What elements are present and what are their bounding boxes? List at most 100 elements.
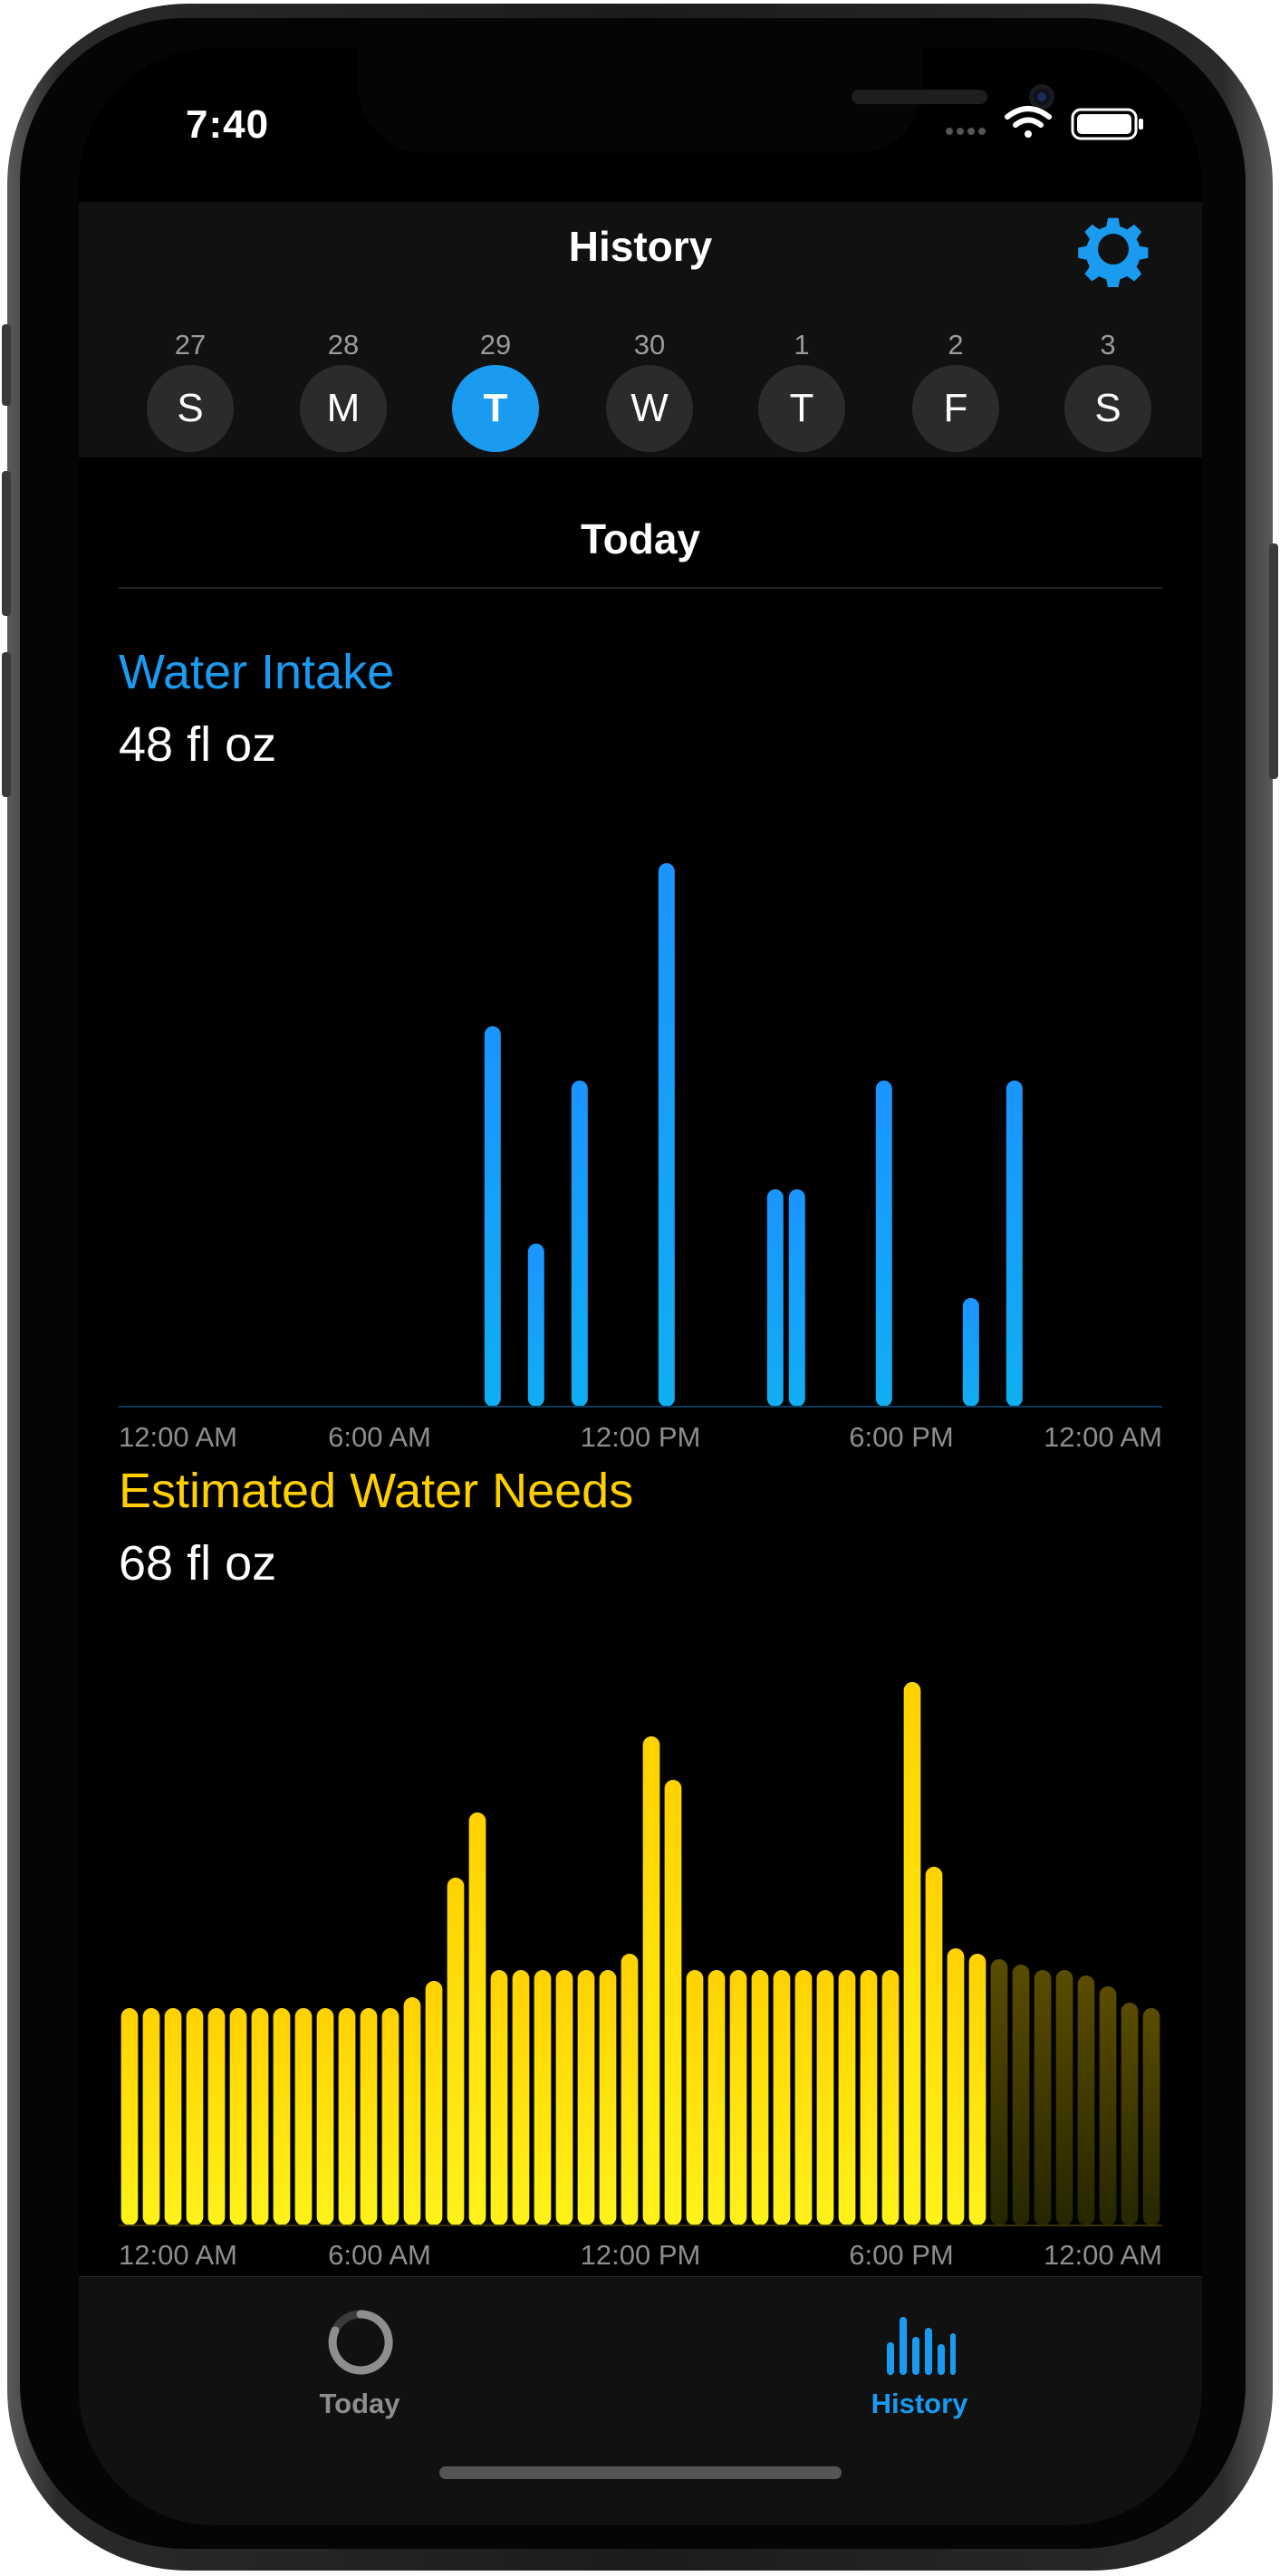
divider (119, 587, 1162, 589)
day-29[interactable]: 29 T (441, 309, 550, 457)
section-title: Today (580, 515, 701, 562)
status-time: 7:40 (186, 102, 270, 147)
tab-history-label: History (871, 2388, 968, 2419)
water-intake-bar (484, 1026, 501, 1407)
tab-history[interactable]: History (784, 2277, 1055, 2422)
water-needs-bar (968, 1954, 986, 2225)
water-needs-bar (621, 1954, 639, 2225)
water-needs-bar (947, 1948, 965, 2225)
water-needs-bar (360, 2008, 378, 2225)
water-needs-value: 68 fl oz (119, 1536, 277, 1591)
water-needs-bar (773, 1970, 791, 2225)
water-needs-bar (794, 1970, 813, 2225)
day-letter: T (758, 365, 845, 452)
water-needs-bar (686, 1970, 704, 2225)
volume-down-button (2, 652, 11, 797)
water-needs-bar (881, 1970, 900, 2225)
water-needs-bar (316, 2008, 334, 2225)
progress-ring-icon (328, 2310, 393, 2375)
navigation-bar (79, 202, 1202, 310)
water-needs-bar (512, 1970, 530, 2225)
water-needs-bar (642, 1736, 660, 2225)
water-needs-bar (468, 1812, 486, 2225)
water-needs-bar (294, 2008, 313, 2225)
day-28[interactable]: 28 M (289, 309, 398, 457)
water-needs-bar-future (1121, 2003, 1139, 2225)
day-number: 27 (174, 329, 207, 360)
day-letter: W (606, 365, 693, 452)
volume-up-button (2, 471, 11, 616)
water-intake-x-tick-label: 6:00 PM (849, 1421, 953, 1453)
water-needs-bar (599, 1970, 617, 2225)
water-intake-value: 48 fl oz (119, 717, 277, 772)
screen: 7:40 History 27 S 28 M 29 T 30 W 1 T 2 F 3 S Today Wa… (79, 48, 1202, 2525)
wifi-icon (1005, 106, 1052, 138)
camera (1029, 84, 1054, 110)
power-button (1269, 543, 1278, 779)
water-needs-bar (403, 1997, 421, 2225)
water-intake-bar (658, 863, 675, 1407)
status-icons (946, 106, 1143, 140)
tab-today-label: Today (319, 2388, 400, 2419)
water-needs-bar (903, 1682, 921, 2225)
water-needs-bar (142, 2008, 160, 2225)
water-intake-title: Water Intake (119, 645, 395, 699)
bar-chart-icon (887, 2317, 956, 2375)
water-needs-bar (838, 1970, 856, 2225)
day-30[interactable]: 30 W (595, 309, 704, 457)
day-letter: S (147, 365, 234, 452)
water-needs-x-tick-label: 6:00 AM (328, 2239, 431, 2271)
home-indicator (439, 2466, 842, 2479)
water-needs-bar (207, 2008, 226, 2225)
day-number: 30 (633, 329, 666, 360)
day-number: 29 (479, 329, 512, 360)
water-intake-x-tick-label: 12:00 PM (581, 1421, 701, 1453)
water-needs-bar (555, 1970, 573, 2225)
signal-icon (946, 128, 986, 135)
water-intake-x-tick-label: 6:00 AM (328, 1421, 431, 1453)
water-needs-bar (251, 2008, 269, 2225)
water-intake-bar (788, 1189, 805, 1407)
water-needs-x-tick-label: 12:00 AM (1044, 2239, 1162, 2271)
water-intake-bar (571, 1081, 588, 1407)
water-intake-bar (875, 1081, 892, 1407)
water-needs-bar (664, 1780, 682, 2225)
silent-switch (2, 324, 11, 406)
water-needs-bar-future (990, 1959, 1008, 2225)
notch (358, 48, 1054, 153)
water-intake-bar (527, 1244, 544, 1407)
day-27[interactable]: 27 S (136, 309, 245, 457)
water-needs-bar (816, 1970, 834, 2225)
water-needs-bar (338, 2008, 356, 2225)
water-needs-bar (751, 1970, 769, 2225)
water-needs-bar (925, 1867, 943, 2225)
water-intake-x-tick-label: 12:00 AM (119, 1421, 237, 1453)
water-intake-bar (1006, 1081, 1023, 1407)
page-title: History (568, 223, 713, 270)
water-needs-bar (273, 2008, 291, 2225)
water-needs-bar (229, 2008, 247, 2225)
water-needs-x-tick-label: 12:00 PM (581, 2239, 701, 2271)
settings-button[interactable] (1075, 211, 1151, 287)
water-needs-bar-future (1099, 1986, 1117, 2225)
water-needs-title: Estimated Water Needs (119, 1464, 634, 1518)
water-needs-x-tick-label: 6:00 PM (849, 2239, 953, 2271)
water-needs-bar (186, 2008, 204, 2225)
tab-bar: Today History (79, 2276, 1202, 2525)
gear-icon (1078, 217, 1149, 287)
water-needs-bar (490, 1970, 508, 2225)
water-needs-bar-future (1077, 1975, 1095, 2225)
day-letter: F (912, 365, 999, 452)
water-needs-bar (447, 1878, 465, 2225)
tab-today[interactable]: Today (224, 2277, 496, 2422)
water-needs-bar (534, 1970, 552, 2225)
water-intake-x-tick-label: 12:00 AM (1044, 1421, 1162, 1453)
day-letter: M (300, 365, 387, 452)
battery-icon (1071, 108, 1143, 140)
water-needs-bar (577, 1970, 595, 2225)
water-needs-bar (425, 1981, 443, 2225)
water-intake-bar (766, 1189, 784, 1407)
